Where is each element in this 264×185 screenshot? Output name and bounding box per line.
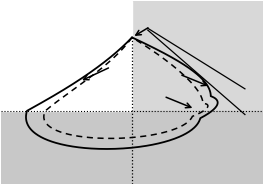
Bar bbox=[132, 1, 263, 111]
Bar bbox=[1, 1, 132, 111]
Bar bbox=[1, 111, 263, 184]
Bar bbox=[1, 1, 132, 111]
